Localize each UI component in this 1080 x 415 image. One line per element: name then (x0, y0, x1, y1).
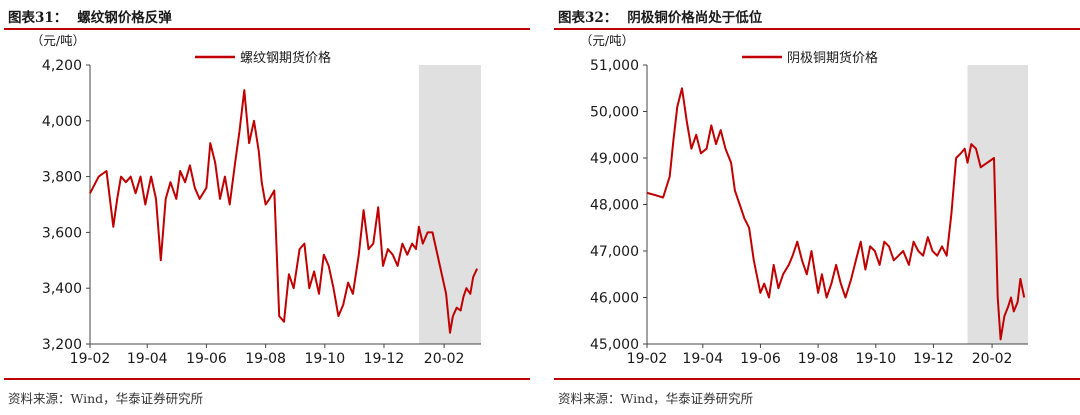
x-tick-label: 19-08 (798, 351, 839, 367)
source-note: 资料来源：Wind，华泰证券研究所 (8, 391, 204, 406)
y-tick-label: 3,800 (42, 170, 82, 186)
y-tick-label: 47,000 (590, 244, 639, 260)
x-tick-label: 19-04 (127, 351, 168, 367)
figure-label: 图表32： (558, 10, 618, 26)
figure-panel-copper: 图表32： 阴极铜价格尚处于低位 45,000 46,000 47,000 48,000… (550, 0, 1080, 415)
figure-label: 图表31： (8, 10, 68, 26)
title-rule (554, 28, 1080, 30)
figure-caption: 螺纹钢价格反弹 (77, 10, 172, 26)
x-tick-label: 19-02 (627, 351, 668, 367)
y-tick-label: 50,000 (590, 105, 639, 121)
x-tick-label: 20-02 (972, 351, 1013, 367)
y-axis-unit-label: （元/吨） (31, 33, 85, 48)
y-tick-label: 46,000 (590, 291, 639, 307)
x-tick-label: 19-12 (364, 351, 405, 367)
y-tick-label: 4,000 (42, 114, 82, 130)
series-line (89, 89, 479, 334)
copper-price-chart: 45,000 46,000 47,000 48,000 49,000 50,000 51,0… (580, 33, 1028, 367)
legend-label: 阴极铜期货价格 (787, 50, 878, 66)
x-tick-label: 19-06 (186, 351, 227, 367)
legend-label: 螺纹钢期货价格 (240, 50, 331, 66)
title-rule (4, 28, 530, 30)
y-tick-label: 3,200 (42, 337, 82, 353)
x-tick-label: 20-02 (424, 351, 465, 367)
figure-title: 图表32： 阴极铜价格尚处于低位 (558, 6, 762, 26)
x-tick-label: 19-08 (245, 351, 286, 367)
source-note: 资料来源：Wind，华泰证券研究所 (558, 391, 754, 406)
y-tick-label: 4,200 (42, 58, 82, 74)
figure-panel-rebar: 图表31： 螺纹钢价格反弹 3,200 3,400 3,600 3,800 4,000 4,… (0, 0, 530, 415)
source-rule (4, 378, 530, 380)
x-tick-label: 19-06 (740, 351, 781, 367)
x-tick-label: 19-12 (913, 351, 954, 367)
y-tick-label: 49,000 (590, 151, 639, 167)
x-tick-label: 19-10 (855, 351, 896, 367)
y-tick-label: 45,000 (590, 337, 639, 353)
source-rule (554, 378, 1080, 380)
figure-caption: 阴极铜价格尚处于低位 (627, 10, 763, 26)
y-axis-unit-label: （元/吨） (580, 33, 634, 48)
y-tick-label: 51,000 (590, 58, 639, 74)
x-tick-label: 19-02 (70, 351, 111, 367)
y-tick-label: 48,000 (590, 198, 639, 214)
series-line (646, 87, 1026, 341)
shaded-region (418, 65, 481, 344)
figure-title: 图表31： 螺纹钢价格反弹 (8, 6, 172, 26)
rebar-price-chart: 3,200 3,400 3,600 3,800 4,000 4,200 （元/吨） 19-02… (31, 33, 481, 367)
y-tick-label: 3,400 (42, 281, 82, 297)
x-tick-label: 19-04 (682, 351, 723, 367)
x-tick-label: 19-10 (304, 351, 345, 367)
y-tick-label: 3,600 (42, 225, 82, 241)
